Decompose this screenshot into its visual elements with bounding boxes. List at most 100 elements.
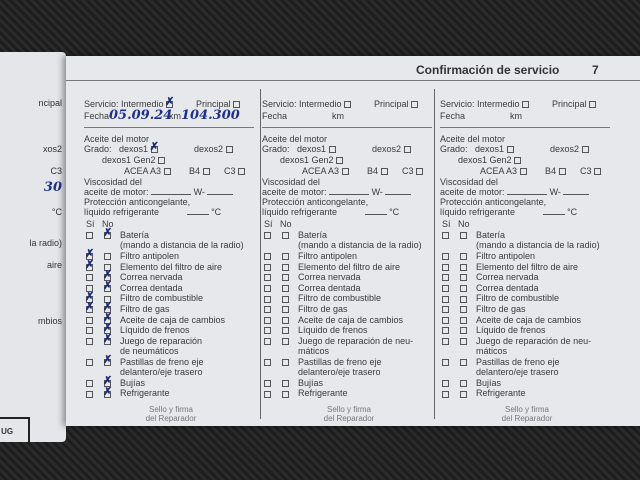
si-checkbox[interactable] <box>264 327 271 335</box>
no-checkbox[interactable]: ✗ <box>103 302 112 314</box>
no-checkbox[interactable] <box>460 263 467 271</box>
principal-checkbox[interactable] <box>411 101 419 109</box>
no-checkbox[interactable] <box>282 284 289 292</box>
c3-checkbox[interactable] <box>238 168 246 176</box>
acea-checkbox[interactable] <box>341 168 349 176</box>
no-checkbox[interactable] <box>282 263 289 271</box>
si-checkbox[interactable] <box>86 390 93 398</box>
antifreeze-field[interactable] <box>364 207 387 215</box>
km-value[interactable]: 104.300 <box>181 108 240 123</box>
si-checkbox[interactable] <box>86 274 93 282</box>
dexos1-gen2-checkbox[interactable] <box>514 157 522 165</box>
si-checkbox[interactable]: ✗ <box>85 259 94 271</box>
no-checkbox[interactable] <box>460 306 467 314</box>
si-checkbox[interactable] <box>264 263 271 271</box>
no-checkbox[interactable] <box>460 232 467 240</box>
si-checkbox[interactable] <box>264 316 271 324</box>
si-checkbox[interactable] <box>442 358 449 366</box>
no-checkbox[interactable] <box>460 358 467 366</box>
si-checkbox[interactable] <box>86 337 93 345</box>
si-checkbox[interactable] <box>442 274 449 282</box>
si-checkbox[interactable] <box>442 306 449 314</box>
principal-checkbox[interactable] <box>233 101 241 109</box>
dexos2-checkbox[interactable] <box>581 146 589 154</box>
si-checkbox[interactable] <box>86 327 93 335</box>
dexos1-gen2-checkbox[interactable] <box>336 157 344 165</box>
no-checkbox[interactable] <box>104 295 111 303</box>
si-checkbox[interactable] <box>264 295 271 303</box>
fecha-value[interactable]: 05.09.24 <box>109 108 173 123</box>
si-checkbox[interactable] <box>264 232 271 240</box>
viscosity-field[interactable] <box>329 187 370 195</box>
no-checkbox[interactable] <box>460 327 467 335</box>
no-checkbox[interactable] <box>460 295 467 303</box>
si-checkbox[interactable] <box>442 337 449 345</box>
intermedio-checkbox[interactable] <box>522 101 530 109</box>
dexos1-gen2-checkbox[interactable] <box>158 157 166 165</box>
si-checkbox[interactable] <box>442 327 449 335</box>
no-checkbox[interactable]: ✗ <box>103 375 112 387</box>
viscosity-w-field[interactable] <box>563 187 590 195</box>
no-checkbox[interactable] <box>282 390 289 398</box>
dexos2-checkbox[interactable] <box>225 146 233 154</box>
si-checkbox[interactable] <box>86 379 93 387</box>
antifreeze-field[interactable] <box>186 207 209 215</box>
dexos1-checkbox[interactable] <box>328 146 336 154</box>
si-checkbox[interactable] <box>442 284 449 292</box>
acea-checkbox[interactable] <box>163 168 171 176</box>
no-checkbox[interactable]: ✗ <box>103 270 112 282</box>
si-checkbox[interactable] <box>86 358 93 366</box>
no-checkbox[interactable] <box>282 306 289 314</box>
no-checkbox[interactable] <box>282 253 289 261</box>
no-checkbox[interactable] <box>282 327 289 335</box>
si-checkbox[interactable] <box>264 337 271 345</box>
si-checkbox[interactable] <box>442 295 449 303</box>
si-checkbox[interactable] <box>264 306 271 314</box>
si-checkbox[interactable] <box>442 379 449 387</box>
b4-checkbox[interactable] <box>380 168 388 176</box>
no-checkbox[interactable] <box>282 337 289 345</box>
si-checkbox[interactable] <box>442 390 449 398</box>
si-checkbox[interactable] <box>442 253 449 261</box>
no-checkbox[interactable] <box>460 274 467 282</box>
b4-checkbox[interactable] <box>558 168 566 176</box>
no-checkbox[interactable]: ✗ <box>103 386 112 398</box>
no-checkbox[interactable]: ✗ <box>103 354 112 366</box>
no-checkbox[interactable] <box>282 232 289 240</box>
si-checkbox[interactable] <box>86 284 93 292</box>
si-checkbox[interactable] <box>264 274 271 282</box>
no-checkbox[interactable] <box>104 253 111 261</box>
no-checkbox[interactable]: ✗ <box>103 312 112 324</box>
no-checkbox[interactable]: ✗ <box>103 333 112 345</box>
no-checkbox[interactable] <box>460 253 467 261</box>
dexos1-checkbox[interactable]: ✗ <box>150 142 159 154</box>
si-checkbox[interactable] <box>264 390 271 398</box>
b4-checkbox[interactable] <box>202 168 210 176</box>
no-checkbox[interactable] <box>282 274 289 282</box>
no-checkbox[interactable] <box>104 263 111 271</box>
si-checkbox[interactable] <box>86 316 93 324</box>
no-checkbox[interactable] <box>282 358 289 366</box>
si-checkbox[interactable] <box>442 316 449 324</box>
no-checkbox[interactable] <box>460 284 467 292</box>
viscosity-field[interactable] <box>507 187 548 195</box>
viscosity-w-field[interactable] <box>385 187 412 195</box>
si-checkbox[interactable] <box>442 232 449 240</box>
c3-checkbox[interactable] <box>594 168 602 176</box>
c3-checkbox[interactable] <box>416 168 424 176</box>
principal-checkbox[interactable] <box>589 101 597 109</box>
no-checkbox[interactable] <box>460 316 467 324</box>
viscosity-field[interactable] <box>151 187 192 195</box>
dexos1-checkbox[interactable] <box>506 146 514 154</box>
no-checkbox[interactable] <box>282 295 289 303</box>
no-checkbox[interactable] <box>460 337 467 345</box>
acea-checkbox[interactable] <box>519 168 527 176</box>
no-checkbox[interactable] <box>460 390 467 398</box>
no-checkbox[interactable]: ✗ <box>103 323 112 335</box>
no-checkbox[interactable]: ✗ <box>103 280 112 292</box>
intermedio-checkbox[interactable]: ✗ <box>165 97 174 109</box>
dexos2-checkbox[interactable] <box>403 146 411 154</box>
si-checkbox[interactable] <box>442 263 449 271</box>
si-checkbox[interactable] <box>86 232 93 240</box>
no-checkbox[interactable] <box>460 379 467 387</box>
